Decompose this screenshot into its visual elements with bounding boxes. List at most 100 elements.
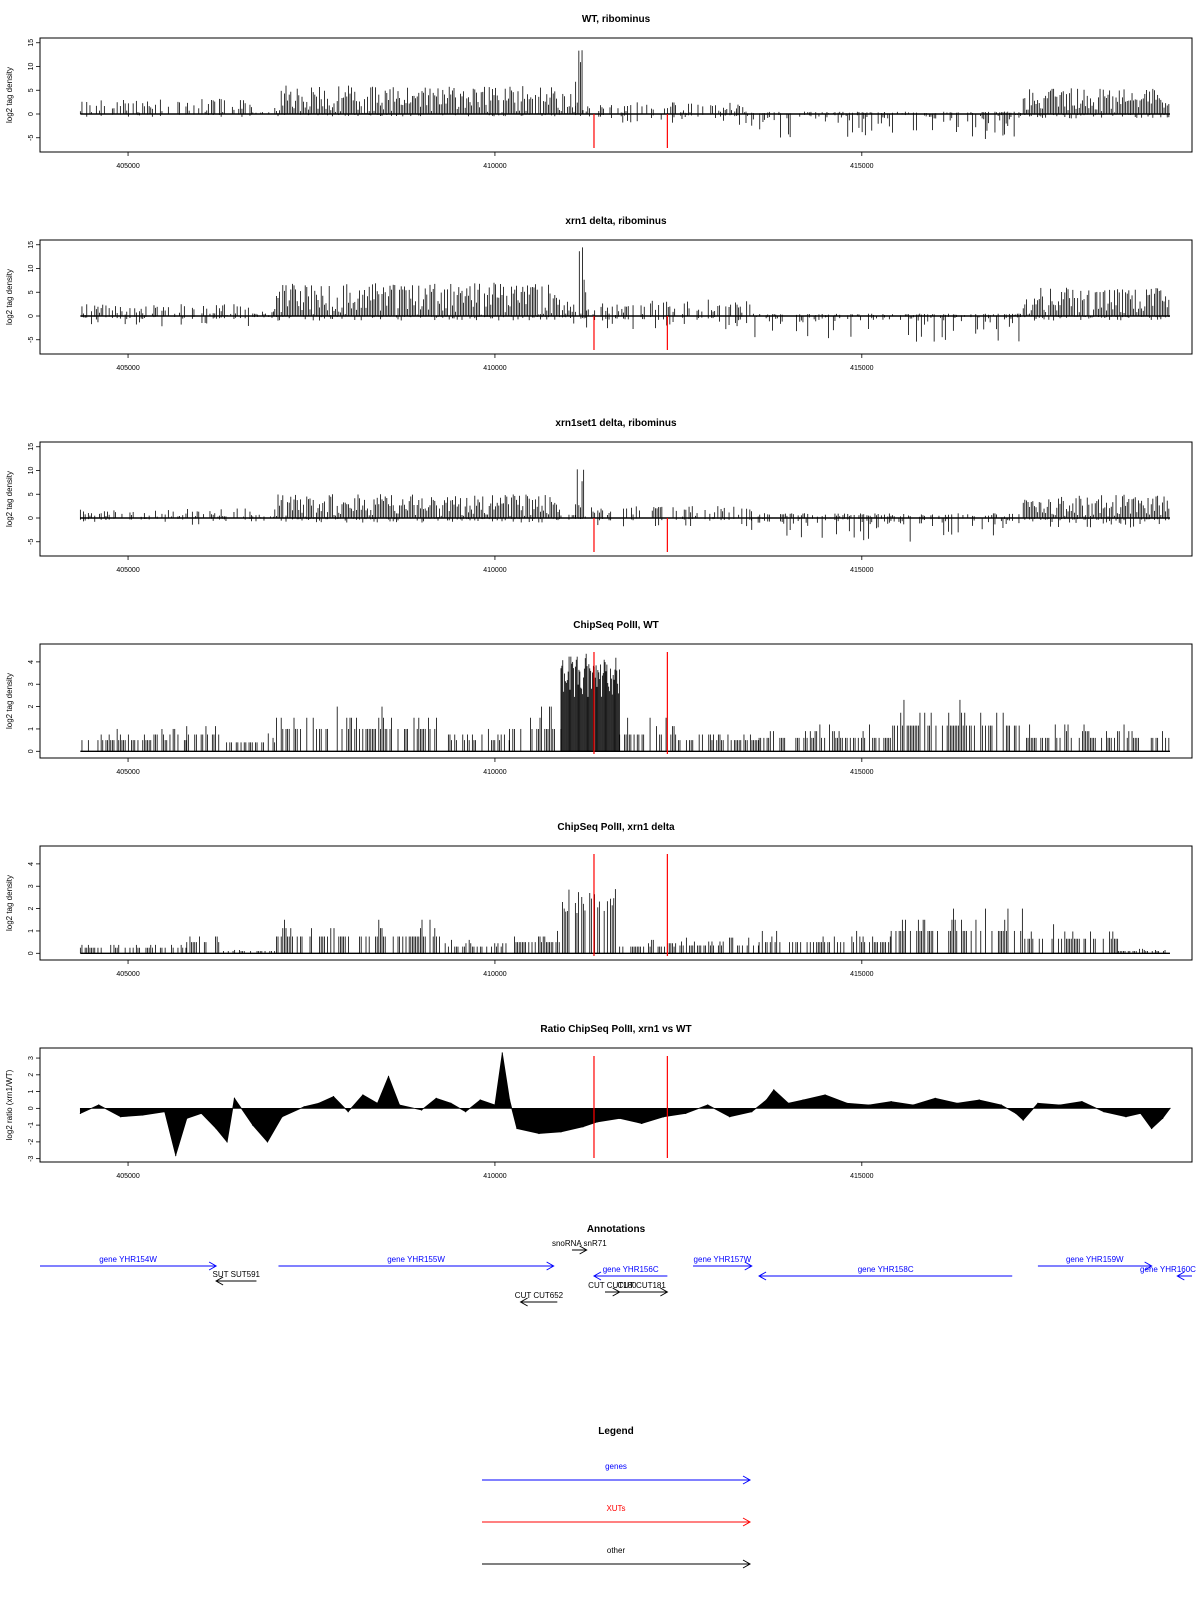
data-point	[1140, 1112, 1142, 1114]
data-point	[1059, 1104, 1061, 1106]
panel-4: ChipSeq PolII, WT 0 1 2 3 4 log2 tag density 40…	[5, 620, 1193, 776]
data-point	[1169, 1107, 1171, 1109]
arrow-head	[1144, 1261, 1153, 1271]
arrow-head	[519, 1297, 528, 1307]
data-point	[582, 1126, 584, 1128]
legend-title: Legend	[598, 1426, 634, 1437]
legend: Legend genes XUTs other	[482, 1426, 752, 1569]
data-point	[420, 1109, 423, 1111]
arrow-head	[742, 1559, 752, 1569]
x-tick-label: 405000	[116, 365, 139, 372]
arrow-head	[215, 1276, 224, 1286]
y-tick-label: 0	[28, 749, 35, 753]
plot-frame	[39, 37, 1193, 153]
data-point	[226, 1141, 228, 1143]
data-point	[868, 1104, 870, 1106]
plot-frame	[39, 1047, 1193, 1163]
data-point	[200, 1112, 203, 1114]
y-tick-label: 10	[28, 63, 35, 71]
x-tick-label: 410000	[483, 163, 506, 170]
data-point	[1022, 1119, 1024, 1121]
arrow-head	[758, 1271, 767, 1281]
data-point	[398, 1104, 401, 1106]
data-point	[707, 1104, 709, 1106]
y-axis-label: log2 tag density	[5, 875, 14, 931]
data-point	[464, 1111, 467, 1113]
data-point	[435, 1097, 437, 1099]
panel-title: xrn1set1 delta, ribominus	[555, 418, 677, 429]
x-tick-label: 415000	[850, 567, 873, 574]
data-point	[729, 1116, 731, 1118]
arrow-head	[742, 1475, 752, 1485]
legend-label: genes	[605, 1462, 627, 1471]
arrow-head	[742, 1517, 752, 1527]
panel-1: WT, ribominus -5 0 5 10 15 log2 tag density 405…	[5, 14, 1193, 170]
arrow-head	[660, 1287, 669, 1297]
arrow-head	[208, 1261, 218, 1271]
panel-title: ChipSeq PolII, WT	[573, 620, 659, 631]
data-point	[516, 1127, 518, 1130]
gene-label: gene YHR159W	[1066, 1255, 1124, 1264]
y-tick-label: 2	[28, 705, 35, 709]
y-axis-label: log2 ratio (xrn1/WT)	[5, 1069, 14, 1140]
data-point	[1125, 1116, 1127, 1118]
arrow-head	[1176, 1271, 1185, 1281]
y-tick-label: 0	[28, 314, 35, 318]
y-tick-label: 0	[28, 112, 35, 116]
y-tick-label: 1	[28, 727, 35, 731]
y-axis-label: log2 tag density	[5, 269, 14, 325]
feature-label: CUT CUT652	[515, 1291, 564, 1300]
y-tick-label: -2	[28, 1139, 35, 1145]
y-tick-label: 0	[28, 516, 35, 520]
data-point	[560, 1131, 562, 1133]
data-point	[802, 1099, 804, 1101]
plot-frame	[39, 239, 1193, 355]
x-tick-label: 405000	[116, 1173, 139, 1180]
data-bars	[79, 889, 1166, 954]
panel-3: xrn1set1 delta, ribominus -5 0 5 10 15 log2 ta…	[5, 418, 1193, 574]
gene-label: gene YHR155W	[387, 1255, 445, 1264]
panel-title: ChipSeq PolII, xrn1 delta	[557, 822, 675, 833]
panel-5: ChipSeq PolII, xrn1 delta 0 1 2 3 4 log2 tag d…	[5, 822, 1193, 978]
y-tick-label: 15	[28, 443, 35, 451]
data-point	[376, 1102, 379, 1104]
data-point	[450, 1102, 452, 1104]
data-point	[912, 1104, 914, 1106]
data-bars	[79, 50, 1170, 139]
y-tick-label: 5	[28, 290, 35, 294]
panel-6: Ratio ChipSeq PolII, xrn1 vs WT -3 -2 -1 0 1 2…	[5, 1024, 1193, 1180]
x-tick-label: 415000	[850, 163, 873, 170]
data-point	[233, 1097, 236, 1099]
data-point	[773, 1089, 775, 1091]
data-point	[846, 1102, 848, 1104]
data-point	[318, 1102, 320, 1104]
x-tick-label: 410000	[483, 567, 506, 574]
gene-label: gene YHR154W	[99, 1255, 157, 1264]
legend-label: XUTs	[606, 1504, 625, 1513]
y-tick-label: 5	[28, 492, 35, 496]
data-point	[387, 1075, 390, 1078]
data-point	[751, 1111, 753, 1113]
data-bars	[79, 469, 1170, 542]
data-point	[765, 1099, 768, 1101]
y-tick-label: -5	[28, 135, 35, 141]
y-axis-label: log2 tag density	[5, 67, 14, 123]
data-point	[1162, 1117, 1164, 1120]
y-tick-label: -1	[28, 1122, 35, 1128]
data-point	[641, 1122, 643, 1125]
feature-label: CUT CUT181	[618, 1281, 667, 1290]
ratio-area	[79, 1052, 1171, 1157]
data-point	[597, 1121, 599, 1123]
plot-frame	[39, 845, 1193, 961]
data-point	[1081, 1101, 1083, 1103]
y-tick-label: 4	[28, 862, 35, 866]
gene-label: gene YHR158C	[858, 1265, 914, 1274]
feature-label: SUT SUT591	[213, 1270, 261, 1279]
y-tick-label: 3	[28, 1056, 35, 1060]
data-point	[347, 1111, 349, 1113]
data-point	[890, 1101, 892, 1103]
plot-frame	[39, 643, 1193, 759]
legend-label: other	[607, 1546, 626, 1555]
y-tick-label: 0	[28, 1106, 35, 1110]
